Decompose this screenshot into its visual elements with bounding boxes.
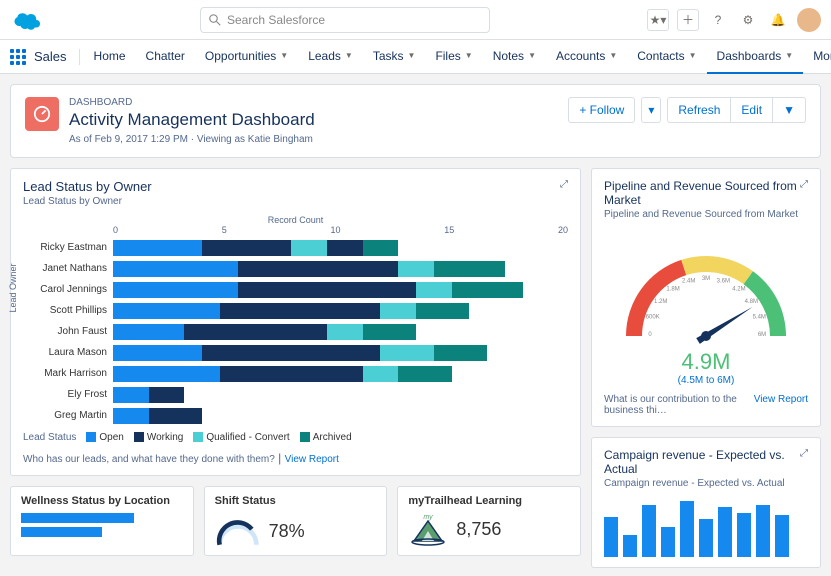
shift-title: Shift Status [215, 495, 377, 507]
nav-home[interactable]: Home [84, 40, 136, 74]
wellness-card: Wellness Status by Location [10, 486, 194, 556]
app-name: Sales [34, 49, 67, 64]
dashboard-icon [25, 97, 59, 131]
pipeline-title: Pipeline and Revenue Sourced from Market [604, 179, 800, 207]
edit-dropdown-button[interactable]: ▼ [773, 97, 806, 123]
svg-text:6M: 6M [758, 332, 766, 338]
bar-row: Laura Mason [23, 342, 568, 363]
shift-gauge-icon [215, 511, 261, 551]
bar-row: Carol Jennings [23, 279, 568, 300]
nav-more[interactable]: More▼ [803, 40, 831, 74]
svg-text:600K: 600K [646, 315, 660, 321]
bar-row: Greg Martin [23, 405, 568, 426]
nav-notes[interactable]: Notes▼ [483, 40, 546, 74]
nav-tasks[interactable]: Tasks▼ [363, 40, 426, 74]
x-axis-title: Record Count [23, 215, 568, 225]
lead-status-title: Lead Status by Owner [23, 179, 152, 194]
expand-icon[interactable]: ⤢ [800, 179, 808, 207]
nav-opportunities[interactable]: Opportunities▼ [195, 40, 298, 74]
global-search[interactable]: Search Salesforce [200, 7, 490, 33]
app-launcher-icon[interactable] [10, 49, 26, 65]
follow-button[interactable]: + Follow [568, 97, 635, 123]
search-icon [209, 14, 221, 26]
svg-text:3M: 3M [702, 276, 710, 282]
lead-status-subtitle: Lead Status by Owner [23, 196, 568, 207]
page-meta: As of Feb 9, 2017 1:29 PM · Viewing as K… [69, 134, 315, 145]
page-title: Activity Management Dashboard [69, 110, 315, 130]
favorites-button[interactable]: ★▾ [647, 9, 669, 31]
bar-row: Ely Frost [23, 384, 568, 405]
svg-text:2.4M: 2.4M [682, 279, 695, 285]
add-button[interactable]: ＋ [677, 9, 699, 31]
campaign-title: Campaign revenue - Expected vs. Actual [604, 448, 800, 476]
pipeline-card: Pipeline and Revenue Sourced from Market… [591, 168, 821, 427]
page-label: DASHBOARD [69, 97, 315, 108]
salesforce-logo [10, 9, 40, 31]
campaign-card: Campaign revenue - Expected vs. Actual ⤢… [591, 437, 821, 568]
nav-chatter[interactable]: Chatter [136, 40, 195, 74]
lead-status-footer: Who has our leads, and what have they do… [23, 454, 275, 465]
view-report-link[interactable]: View Report [754, 394, 808, 416]
nav-dashboards[interactable]: Dashboards▼ [707, 40, 804, 74]
refresh-button[interactable]: Refresh [667, 97, 731, 123]
expand-icon[interactable]: ⤢ [800, 448, 808, 476]
svg-text:3.6M: 3.6M [717, 279, 730, 285]
bar-row: Janet Nathans [23, 258, 568, 279]
svg-text:1.2M: 1.2M [654, 299, 667, 305]
trailhead-icon: my [408, 511, 448, 547]
nav-files[interactable]: Files▼ [425, 40, 482, 74]
setup-gear-icon[interactable]: ⚙ [737, 9, 759, 31]
svg-text:my: my [424, 514, 434, 521]
trailhead-value: 8,756 [456, 519, 501, 540]
bar-row: Scott Phillips [23, 300, 568, 321]
trailhead-card: myTrailhead Learning my 8,756 [397, 486, 581, 556]
svg-text:4.2M: 4.2M [732, 287, 745, 293]
expand-icon[interactable]: ⤢ [560, 179, 568, 194]
nav-accounts[interactable]: Accounts▼ [546, 40, 627, 74]
notifications-icon[interactable]: 🔔 [767, 9, 789, 31]
wellness-title: Wellness Status by Location [21, 495, 183, 507]
lead-status-card: Lead Status by Owner ⤢ Lead Status by Ow… [10, 168, 581, 476]
shift-value: 78% [269, 521, 305, 542]
campaign-subtitle: Campaign revenue - Expected vs. Actual [604, 478, 808, 489]
nav-leads[interactable]: Leads▼ [298, 40, 363, 74]
pipeline-gauge: 0 600K 1.2M 1.8M2.4M 3M 3.6M4.2M4.8M 5.4M 6M [606, 226, 806, 356]
svg-text:4.8M: 4.8M [745, 299, 758, 305]
bar-row: John Faust [23, 321, 568, 342]
svg-text:0: 0 [648, 332, 652, 338]
nav-contacts[interactable]: Contacts▼ [627, 40, 706, 74]
pipeline-range: (4.5M to 6M) [604, 375, 808, 386]
svg-text:5.4M: 5.4M [753, 315, 766, 321]
help-icon[interactable]: ? [707, 9, 729, 31]
trailhead-title: myTrailhead Learning [408, 495, 570, 507]
shift-status-card: Shift Status 78% [204, 486, 388, 556]
view-report-link[interactable]: View Report [285, 454, 339, 465]
user-avatar[interactable] [797, 8, 821, 32]
more-actions-button[interactable]: ▾ [641, 97, 661, 123]
bar-row: Mark Harrison [23, 363, 568, 384]
pipeline-footer: What is our contribution to the business… [604, 394, 750, 416]
bar-row: Ricky Eastman [23, 237, 568, 258]
pipeline-subtitle: Pipeline and Revenue Sourced from Market [604, 209, 808, 220]
search-placeholder: Search Salesforce [227, 13, 325, 27]
svg-text:1.8M: 1.8M [666, 287, 679, 293]
edit-button[interactable]: Edit [731, 97, 773, 123]
y-axis-title: Lead Owner [8, 263, 18, 312]
